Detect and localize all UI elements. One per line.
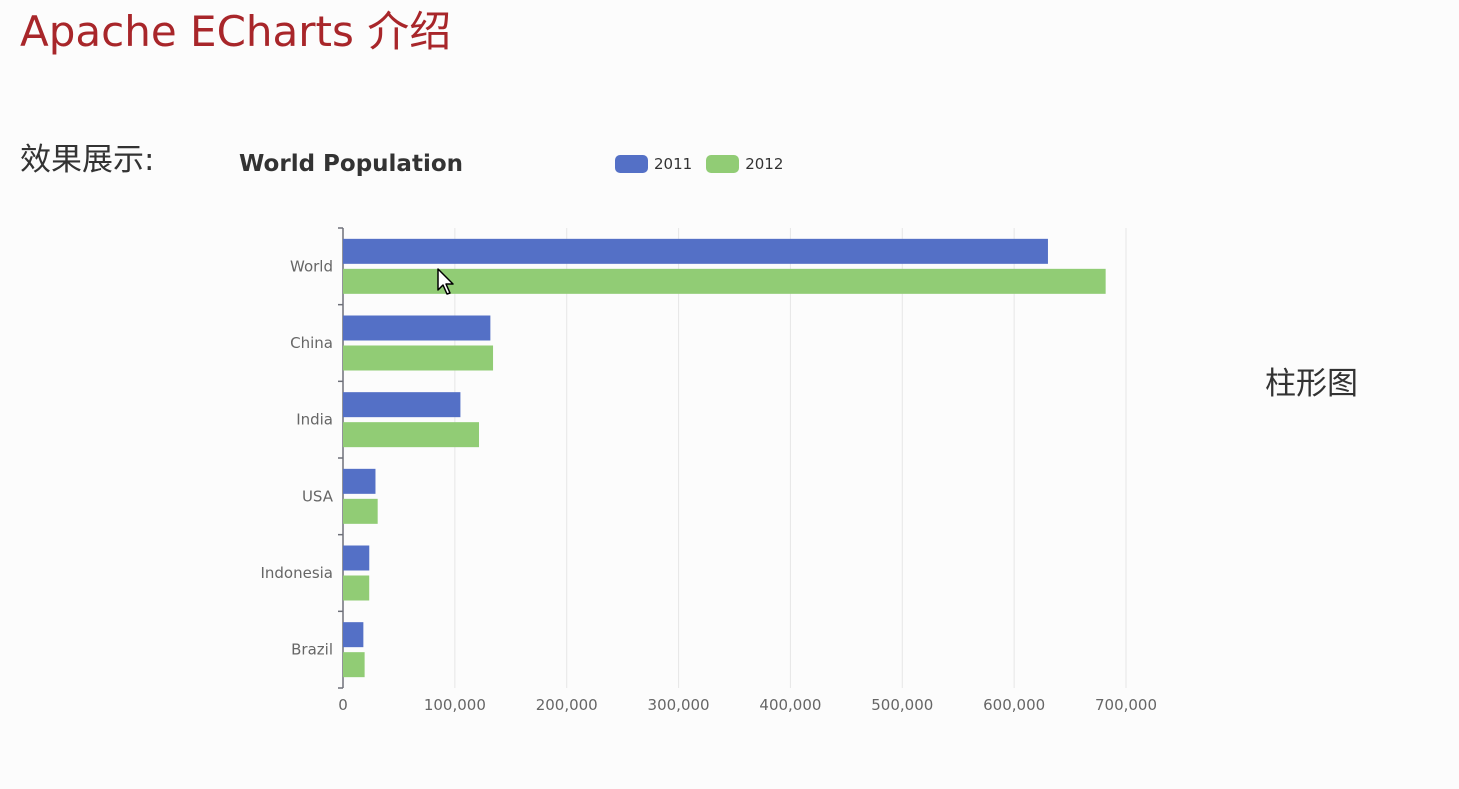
- y-tick-label: China: [290, 334, 333, 352]
- y-tick-label: USA: [302, 487, 334, 505]
- bar-2012-india: [343, 422, 480, 448]
- chart-type-label: 柱形图: [1265, 366, 1358, 402]
- bar-2011-world: [343, 238, 1048, 264]
- bar-2011-indonesia: [343, 545, 370, 571]
- legend-swatch-2011: [615, 155, 648, 173]
- chart-legend: 2011 2012: [615, 155, 797, 173]
- bar-2012-indonesia: [343, 575, 370, 601]
- x-tick-label: 400,000: [759, 696, 821, 714]
- demo-label: 效果展示:: [20, 142, 155, 178]
- bar-2012-brazil: [343, 652, 365, 678]
- y-tick-label: Brazil: [291, 641, 333, 659]
- legend-item-2011[interactable]: 2011: [615, 155, 692, 173]
- y-tick-label: Indonesia: [260, 564, 333, 582]
- x-tick-label: 0: [338, 696, 348, 714]
- bar-2012-world: [343, 268, 1106, 294]
- legend-label-2012: 2012: [745, 155, 784, 173]
- chart-title: World Population: [239, 151, 464, 177]
- mouse-cursor-icon: [437, 268, 454, 295]
- bar-2011-usa: [343, 468, 376, 494]
- x-tick-label: 300,000: [648, 696, 710, 714]
- x-tick-label: 200,000: [536, 696, 598, 714]
- x-tick-label: 700,000: [1095, 696, 1157, 714]
- slide-title: Apache ECharts 介绍: [20, 7, 452, 56]
- y-tick-label: World: [290, 257, 333, 275]
- bar-2011-brazil: [343, 622, 364, 648]
- x-tick-label: 500,000: [871, 696, 933, 714]
- x-tick-label: 100,000: [424, 696, 486, 714]
- legend-swatch-2012: [706, 155, 740, 173]
- legend-item-2012[interactable]: 2012: [706, 155, 783, 173]
- bar-2011-china: [343, 315, 491, 341]
- y-tick-label: India: [296, 411, 333, 429]
- bar-2011-india: [343, 392, 461, 418]
- legend-label-2011: 2011: [654, 155, 693, 173]
- x-tick-label: 600,000: [983, 696, 1045, 714]
- bar-2012-usa: [343, 498, 378, 524]
- bar-2012-china: [343, 345, 494, 371]
